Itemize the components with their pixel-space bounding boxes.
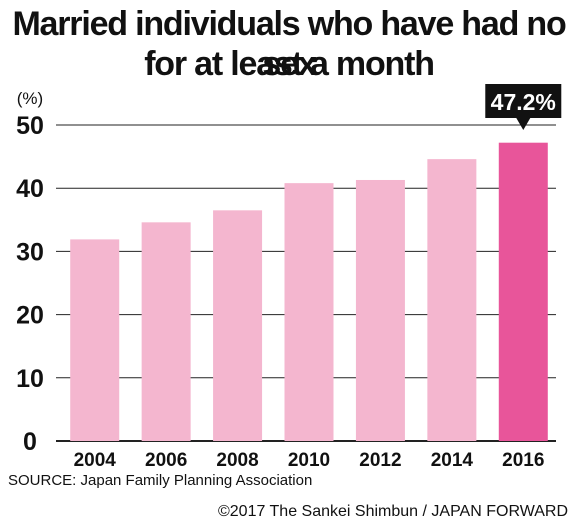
callout-label: 47.2%: [491, 89, 556, 115]
chart-title-line-1: Married individuals who have had no sex: [12, 5, 566, 83]
source-note: SOURCE: Japan Family Planning Associatio…: [8, 472, 313, 489]
y-tick-label: 50: [16, 112, 44, 140]
bar: [355, 179, 405, 441]
bar: [70, 239, 120, 441]
y-tick-label: 0: [23, 428, 37, 456]
y-tick-label: 40: [16, 175, 44, 203]
chart-title-line-2: for at least a month: [144, 45, 435, 83]
x-tick-label: 2014: [431, 450, 474, 470]
x-tick-label: 2004: [74, 450, 117, 470]
bar: [427, 159, 477, 442]
y-axis-unit-label: (%): [17, 89, 43, 108]
x-tick-label: 2006: [145, 450, 187, 470]
callout-box: [485, 84, 562, 118]
bar: [498, 142, 548, 442]
y-tick-label: 30: [16, 238, 44, 266]
y-tick-label: 10: [16, 365, 44, 393]
bar: [141, 222, 191, 441]
x-tick-label: 2016: [502, 450, 544, 470]
y-tick-label: 20: [16, 302, 44, 330]
x-tick-label: 2012: [359, 450, 401, 470]
bar-chart: (%) 0 10 20 30 40 50 2004 2006 2008 2010 2012 2014 20…: [16, 84, 562, 470]
x-tick-label: 2010: [288, 450, 330, 470]
bar: [213, 210, 263, 441]
copyright-note: ©2017 The Sankei Shimbun / JAPAN FORWARD: [217, 503, 568, 520]
x-tick-label: 2008: [216, 450, 258, 470]
callout-pointer: [516, 118, 531, 130]
bar: [284, 183, 334, 442]
